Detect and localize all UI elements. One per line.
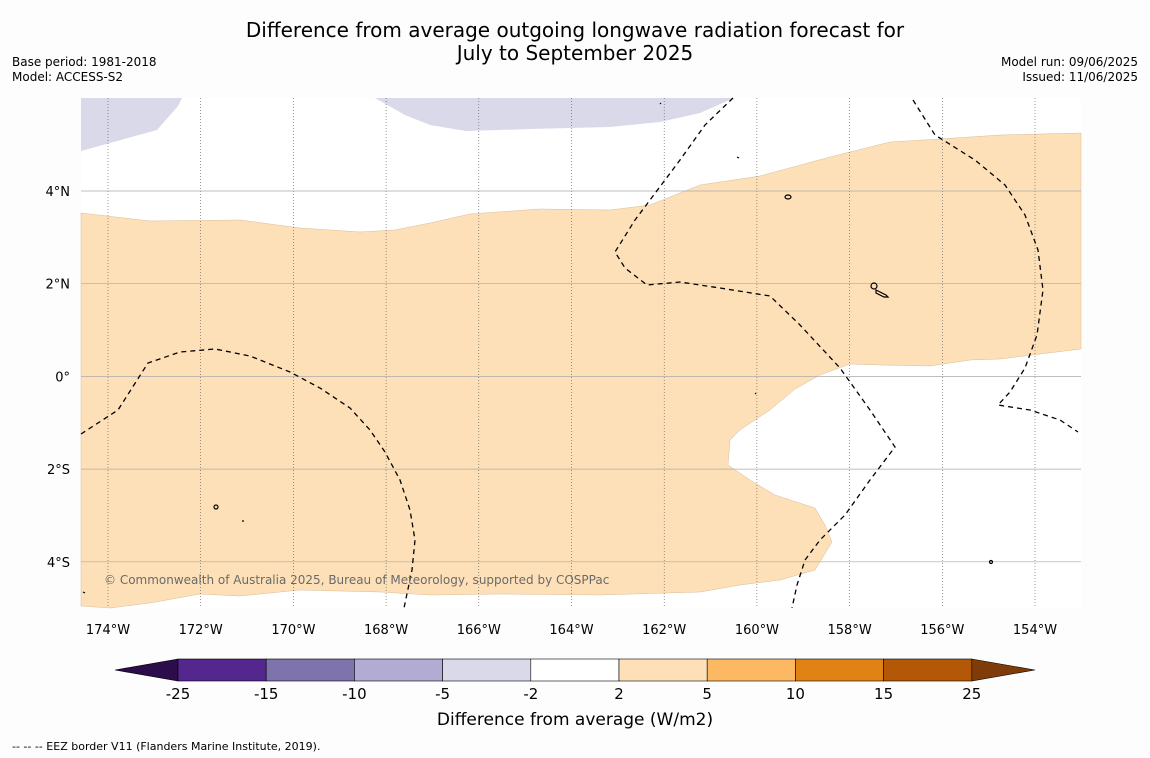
eez-border-west — [80, 348, 416, 609]
colorbar-tick-label: 15 — [874, 685, 893, 703]
colorbar-tick-label: -25 — [166, 685, 191, 703]
longitude-label: 166°W — [457, 623, 501, 638]
longitude-label: 170°W — [271, 623, 315, 638]
longitude-label: 172°W — [179, 623, 223, 638]
longitude-labels: 174°W 172°W 170°W 168°W 166°W 164°W 162°W 160°W… — [86, 623, 1057, 638]
island-4 — [213, 504, 219, 510]
colorbar-segment — [618, 658, 708, 682]
eez-border-central — [614, 97, 896, 609]
longitude-label: 164°W — [549, 623, 593, 638]
colorbar-tick-label: -10 — [342, 685, 367, 703]
latitude-label: 2°S — [47, 463, 70, 478]
colorbar-tick-label: -15 — [254, 685, 279, 703]
longitude-label: 156°W — [920, 623, 964, 638]
longitude-label: 162°W — [642, 623, 686, 638]
meta-right: Model run: 09/06/2025 Issued: 11/06/2025 — [1001, 55, 1138, 85]
latitude-label: 2°N — [46, 278, 71, 293]
colorbar-tick-label: 5 — [702, 685, 712, 703]
base-period: Base period: 1981-2018 — [12, 55, 157, 69]
latitude-labels: 4°N 2°N 0° 2°S 4°S — [46, 185, 71, 571]
longitude-label: 168°W — [364, 623, 408, 638]
issued-date: Issued: 11/06/2025 — [1022, 70, 1138, 84]
island-6 — [659, 102, 662, 105]
eez-footnote: -- -- -- EEZ border V11 (Flanders Marine… — [12, 740, 321, 753]
region-lavender-nw — [81, 98, 182, 151]
island-9 — [82, 591, 86, 594]
latitude-label: 4°S — [47, 556, 70, 571]
colorbar-segment — [177, 658, 267, 682]
longitude-label: 160°W — [735, 623, 779, 638]
region-tan-band — [80, 132, 1082, 609]
colorbar-extend-high — [971, 658, 1036, 682]
colorbar-extend-low — [114, 658, 179, 682]
model-run: Model run: 09/06/2025 — [1000, 55, 1138, 69]
copyright-text: © Commonwealth of Australia 2025, Bureau… — [104, 573, 609, 587]
island-5 — [988, 559, 994, 565]
longitude-label: 154°W — [1013, 623, 1057, 638]
colorbar-tick-label: 2 — [614, 685, 624, 703]
longitude-label: 158°W — [828, 623, 872, 638]
island-10 — [754, 392, 757, 395]
colorbar-tick-label: 25 — [962, 685, 981, 703]
eez-border-east — [912, 99, 1079, 433]
map-panel: © Commonwealth of Australia 2025, Bureau… — [80, 97, 1082, 609]
model-name: Model: ACCESS-S2 — [12, 70, 124, 84]
colorbar-segment — [442, 658, 532, 682]
colorbar-tick-label: -5 — [435, 685, 450, 703]
title-line-1: Difference from average outgoing longwav… — [245, 18, 905, 42]
colorbar-segment — [530, 658, 620, 682]
island-3 — [875, 289, 890, 298]
colorbar-label: Difference from average (W/m2) — [436, 710, 714, 730]
gridlines — [81, 98, 1081, 608]
colorbar-segment — [883, 658, 973, 682]
colorbar-segment — [795, 658, 884, 682]
island-1 — [784, 194, 792, 200]
colorbar-tick-label: -2 — [523, 685, 538, 703]
island-7 — [736, 156, 740, 159]
island-2 — [870, 282, 878, 290]
eez-borders — [80, 97, 1079, 609]
chart-title: Difference from average outgoing longwav… — [0, 19, 1150, 65]
title-line-2: July to September 2025 — [456, 41, 694, 65]
latitude-label: 0° — [55, 370, 70, 385]
region-lavender-n — [375, 98, 734, 131]
latitude-label: 4°N — [46, 185, 71, 200]
colorbar-tick-label: 10 — [786, 685, 805, 703]
islands — [82, 102, 994, 594]
colorbar: -25 -15 -10 -5 -2 2 5 10 15 25 — [114, 658, 1036, 703]
meta-left: Base period: 1981-2018 Model: ACCESS-S2 — [12, 55, 157, 85]
colorbar-segment — [265, 658, 355, 682]
colorbar-segment — [354, 658, 443, 682]
longitude-label: 174°W — [86, 623, 130, 638]
colorbar-segment — [706, 658, 796, 682]
